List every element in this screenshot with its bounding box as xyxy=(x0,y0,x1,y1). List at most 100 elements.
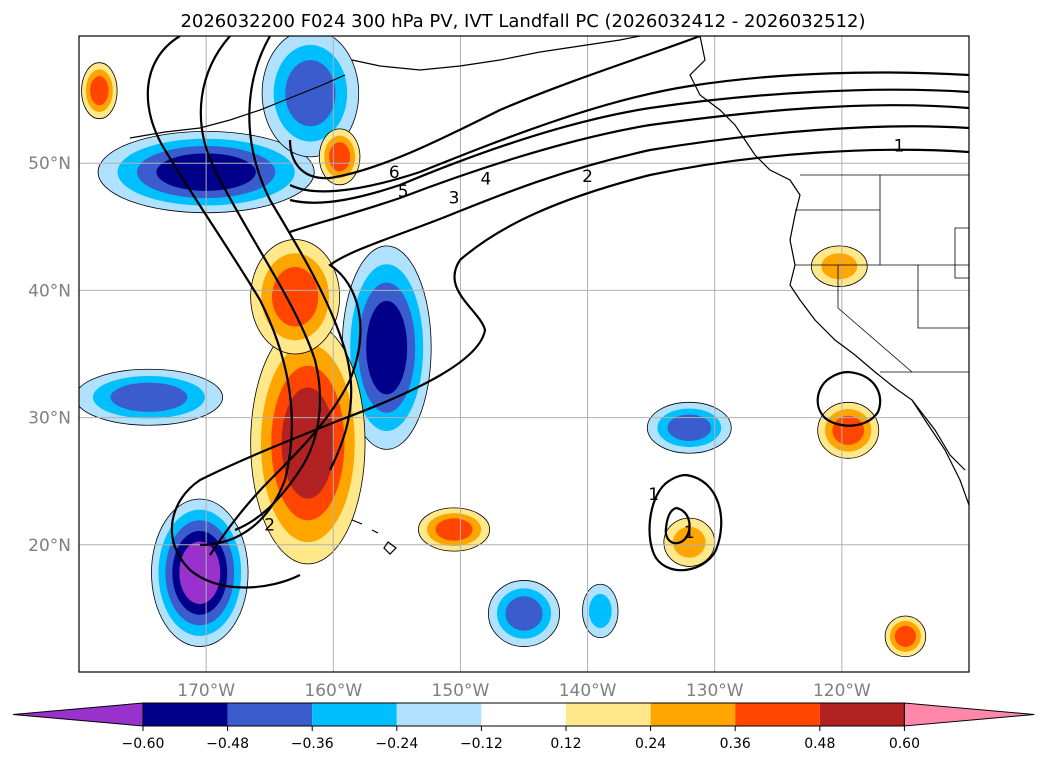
colorbar-segment xyxy=(819,703,905,726)
pc-blob-14 xyxy=(418,507,491,552)
pc-blob-ring xyxy=(281,387,335,499)
pc-blob-ring xyxy=(673,526,706,558)
pv-contour-label: 1 xyxy=(684,523,695,543)
pc-blob-7 xyxy=(582,583,619,639)
pc-blob-ring xyxy=(894,625,917,647)
gulf-of-california-coast xyxy=(911,399,966,471)
x-tick-label: 170°W xyxy=(177,681,235,701)
x-tick-label: 120°W xyxy=(813,681,871,701)
pc-blob-8 xyxy=(250,321,366,565)
y-tick-label: 50°N xyxy=(28,154,71,174)
pc-blob-ring xyxy=(179,541,221,605)
colorbar-segment xyxy=(650,703,736,726)
political-borders xyxy=(795,174,969,373)
colorbar-extend-min xyxy=(12,702,144,727)
pv-contour-label: 3 xyxy=(449,189,460,209)
pc-blob-ring xyxy=(435,518,473,541)
pv-cutoff-low-east xyxy=(648,473,723,572)
pc-blob-2 xyxy=(341,245,432,450)
chart-title: 2026032200 F024 300 hPa PV, IVT Landfall… xyxy=(180,11,865,32)
x-tick-label: 140°W xyxy=(559,681,617,701)
pv-contour-label: 1 xyxy=(648,485,659,505)
pc-blob-16 xyxy=(884,615,927,658)
colorbar-tick-label: −0.24 xyxy=(375,736,418,752)
pc-blob-5 xyxy=(646,401,732,454)
pc-blob-ring xyxy=(505,596,543,631)
colorbar-segment xyxy=(735,703,820,726)
pc-blob-ring xyxy=(329,142,351,172)
colorbar-tick-label: 0.12 xyxy=(550,736,581,752)
pc-blob-ring xyxy=(285,60,336,127)
colorbar-tick-label: 0.24 xyxy=(635,736,666,752)
pc-blob-15 xyxy=(663,517,716,567)
north-american-west-coast xyxy=(689,36,969,506)
colorbar-tick-label: 0.48 xyxy=(804,736,835,752)
pv-contour-label: 5 xyxy=(398,182,409,202)
y-tick-label: 40°N xyxy=(28,281,71,301)
aleutian-islands xyxy=(129,74,346,139)
pv-contour-3 xyxy=(289,104,969,234)
colorbar-tick-label: −0.36 xyxy=(291,736,334,752)
colorbar-segment xyxy=(227,703,313,726)
pv-contour-label: 1 xyxy=(894,136,905,156)
pc-blob-1 xyxy=(261,36,360,158)
pc-blob-4 xyxy=(79,368,224,426)
pc-blob-ring xyxy=(90,76,109,106)
colorbar-segment xyxy=(143,703,228,726)
pc-blob-13 xyxy=(81,62,118,120)
pc-blob-11 xyxy=(810,245,868,287)
x-tick-label: 150°W xyxy=(432,681,490,701)
map-frame xyxy=(78,35,970,673)
pv-contour-2 xyxy=(209,125,969,556)
colorbar-extend-max xyxy=(903,702,1035,727)
pc-blob-ring xyxy=(272,266,319,327)
pv-contour-label: 4 xyxy=(480,169,491,189)
y-axis-ticks: 20°N 30°N 40°N 50°N xyxy=(28,154,71,556)
colorbar-segment xyxy=(481,703,566,726)
pv-contour-6 xyxy=(288,36,701,180)
pv-contour-4 xyxy=(289,88,969,204)
pv-contour-1 xyxy=(170,148,969,589)
pv-trough-mid xyxy=(199,36,322,532)
pc-blob-6 xyxy=(487,580,560,647)
pv-contours xyxy=(146,36,969,589)
pc-blob-ring xyxy=(588,593,612,629)
colorbar: −0.60 −0.48 −0.36 −0.24 −0.12 0.12 0.24 0.36 0.4… xyxy=(12,702,1035,752)
coastlines xyxy=(129,36,969,555)
x-tick-label: 130°W xyxy=(686,681,744,701)
colorbar-tick-label: −0.12 xyxy=(460,736,503,752)
gridlines xyxy=(79,36,969,672)
pv-cutoff-inner xyxy=(664,506,691,545)
colorbar-tick-label: 0.36 xyxy=(720,736,751,752)
x-axis-ticks: 170°W 160°W 150°W 140°W 130°W 120°W xyxy=(177,681,871,701)
colorbar-tick-label: −0.60 xyxy=(122,736,165,752)
colorbar-tick-label: −0.48 xyxy=(206,736,249,752)
colorbar-frame xyxy=(142,702,905,727)
pc-blob-12 xyxy=(817,401,880,459)
pv-cutoff-low-coast xyxy=(816,370,882,427)
pc-blob-ring xyxy=(110,382,188,412)
alaska-coast xyxy=(351,36,641,71)
pc-blob-ring xyxy=(832,415,865,445)
pc-blob-10 xyxy=(318,128,361,186)
pv-trough-east xyxy=(248,36,353,471)
pv-contour-label: 2 xyxy=(582,167,593,187)
colorbar-tick-label: 0.60 xyxy=(889,736,920,752)
pc-blob-ring xyxy=(667,414,712,442)
y-tick-label: 30°N xyxy=(28,409,71,429)
colorbar-segment xyxy=(312,703,397,726)
colorbar-segment xyxy=(396,703,482,726)
pv-contour-5 xyxy=(289,71,969,193)
pc-blob-ring xyxy=(821,253,858,280)
pc-blob-ring xyxy=(366,300,408,395)
state-borders xyxy=(795,175,969,373)
hawaii-islands xyxy=(351,519,397,555)
x-tick-label: 160°W xyxy=(304,681,362,701)
y-tick-label: 20°N xyxy=(28,536,71,556)
pv-contour-label: 6 xyxy=(389,163,400,183)
colorbar-segment xyxy=(566,703,651,726)
pv-contour-label: 2 xyxy=(264,515,275,535)
